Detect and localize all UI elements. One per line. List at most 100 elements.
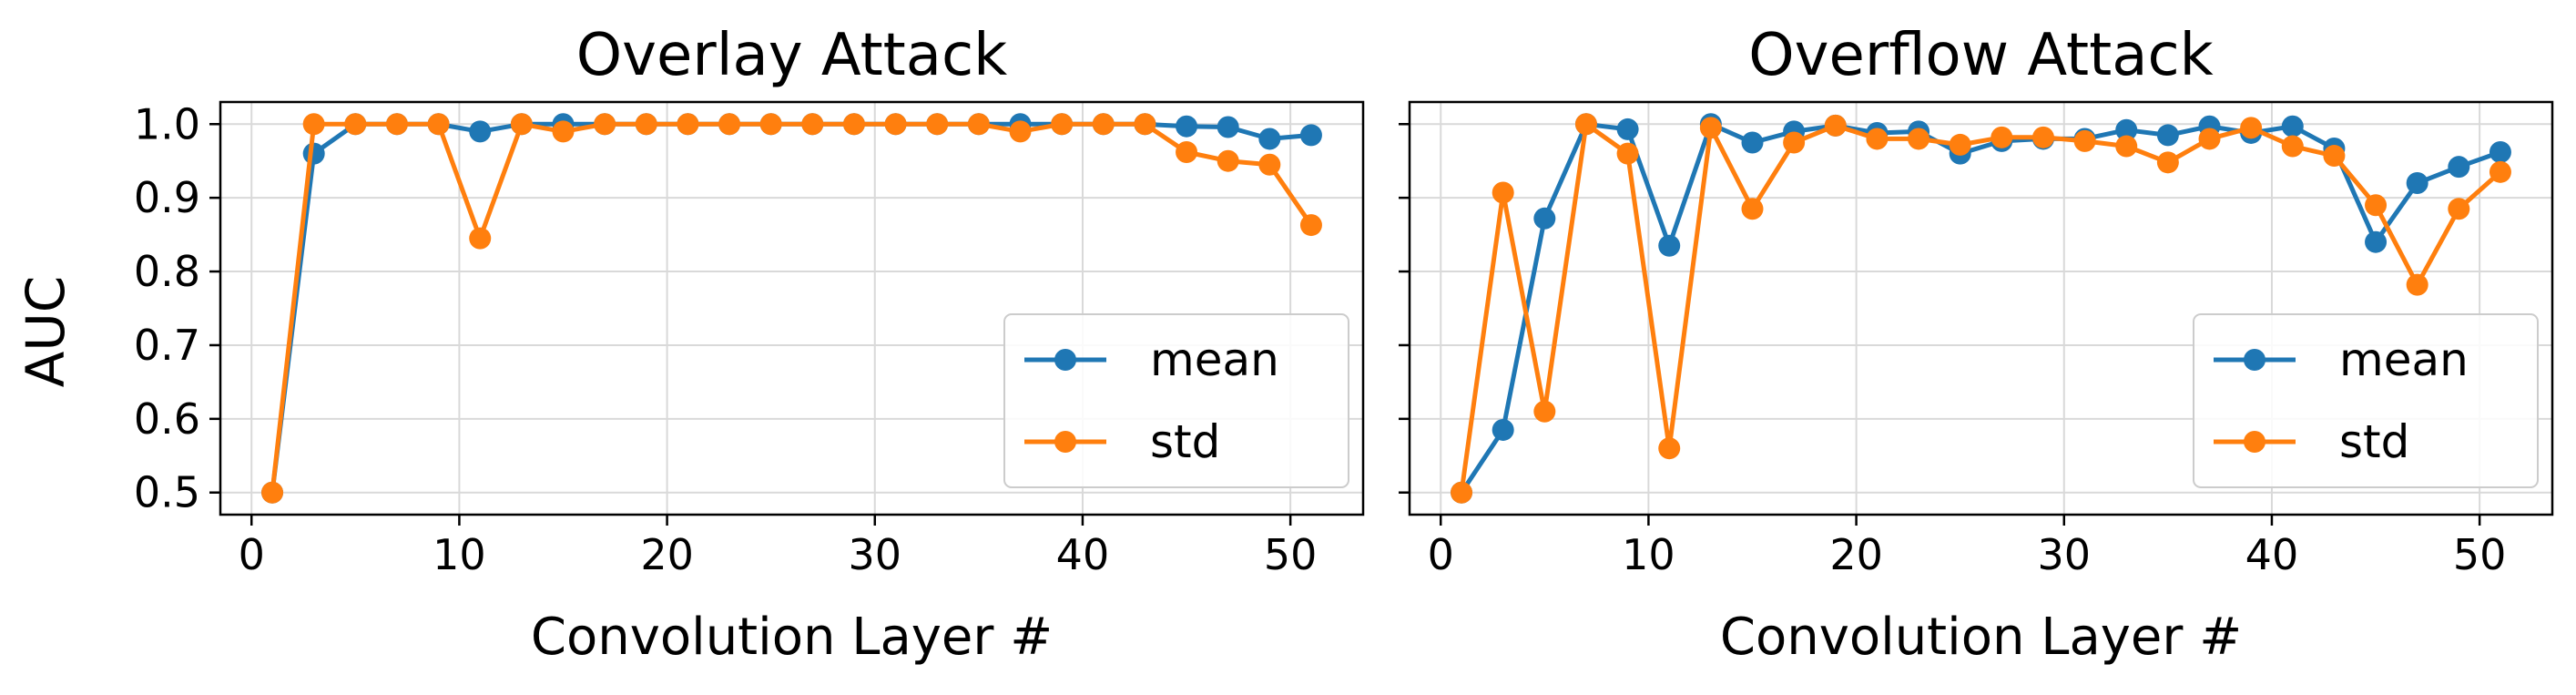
data-point-std: [469, 227, 492, 250]
chart-panel-1: 0 10 20 30 40 50 0.5 0.6 0.7 0.8 0.9 1.0 Overlay Att…: [134, 22, 1365, 667]
data-point-std: [1908, 128, 1930, 150]
chart-panel-2: 0 10 20 30 40 50 Overflow Attack Convolution La…: [1399, 22, 2554, 667]
data-point-std: [427, 113, 450, 136]
data-point-std: [2406, 273, 2428, 296]
data-point-std: [1824, 114, 1847, 137]
data-point-std: [1658, 437, 1681, 460]
data-point-mean: [1217, 116, 1239, 138]
data-point-mean: [2489, 141, 2511, 164]
x-tick-label: 50: [2453, 530, 2507, 579]
legend-label-std: std: [1150, 415, 1220, 468]
x-tick-label: 0: [1428, 530, 1454, 579]
data-point-std: [926, 113, 949, 136]
data-point-std: [1134, 113, 1156, 136]
data-point-mean: [469, 120, 492, 143]
data-point-std: [1258, 153, 1281, 176]
data-point-std: [1451, 481, 1473, 504]
y-tick-label: 1.0: [134, 99, 200, 148]
data-point-std: [967, 113, 990, 136]
data-point-std: [510, 113, 533, 136]
data-point-std: [1616, 142, 1639, 165]
data-point-std: [1217, 149, 1239, 172]
legend-marker-mean: [2244, 349, 2265, 371]
data-point-mean: [1616, 118, 1639, 140]
data-point-std: [2489, 160, 2511, 183]
data-point-std: [1866, 128, 1889, 150]
data-point-std: [1991, 126, 2013, 148]
data-point-std: [2323, 145, 2346, 168]
legend: mean std: [2193, 313, 2539, 488]
data-point-std: [1492, 181, 1514, 204]
data-point-mean: [1533, 207, 1556, 230]
data-point-std: [1741, 198, 1764, 220]
legend-label-mean: mean: [1150, 333, 1279, 386]
data-point-std: [2448, 198, 2470, 220]
data-point-std: [1533, 400, 1556, 423]
data-point-std: [801, 113, 824, 136]
y-tick-label: 0.7: [134, 321, 200, 370]
data-point-mean: [1658, 234, 1681, 257]
data-point-mean: [1299, 124, 1322, 147]
x-tick-label: 10: [1622, 530, 1675, 579]
data-point-std: [261, 481, 284, 504]
x-tick-label: 50: [1264, 530, 1318, 579]
data-point-std: [2281, 135, 2304, 158]
data-point-mean: [2115, 118, 2138, 141]
axes-frame: [219, 100, 1365, 516]
data-point-std: [2240, 117, 2263, 139]
data-point-mean: [1176, 115, 1198, 138]
data-point-std: [2073, 129, 2096, 152]
data-point-std: [2031, 126, 2054, 148]
data-point-std: [635, 113, 657, 136]
data-point-mean: [2365, 230, 2388, 253]
legend-label-mean: mean: [2339, 333, 2469, 386]
x-tick-label: 30: [2037, 530, 2091, 579]
data-point-std: [302, 113, 325, 136]
chart-title: Overflow Attack: [1748, 22, 2213, 89]
y-tick-label: 0.9: [134, 173, 200, 222]
data-point-std: [718, 113, 741, 136]
data-point-std: [759, 113, 782, 136]
axes-frame: [1408, 100, 2554, 516]
data-point-std: [1949, 133, 1971, 156]
data-point-std: [2365, 194, 2388, 217]
data-point-std: [1176, 141, 1198, 164]
data-point-std: [1009, 120, 1032, 143]
data-point-std: [842, 113, 865, 136]
data-point-std: [884, 113, 907, 136]
data-point-std: [1783, 131, 1806, 154]
chart-title: Overlay Attack: [576, 22, 1007, 89]
data-point-std: [2115, 135, 2138, 158]
x-tick-label: 0: [239, 530, 265, 579]
chart-panels: 0 10 20 30 40 50 0.5 0.6 0.7 0.8 0.9 1.0 Overlay Att…: [134, 22, 2554, 667]
x-tick-label: 20: [640, 530, 694, 579]
legend: mean std: [1003, 313, 1349, 488]
legend-marker-mean: [1054, 349, 1076, 371]
data-point-mean: [302, 142, 325, 165]
y-tick-label: 0.6: [134, 394, 200, 444]
x-axis-label: Convolution Layer #: [531, 608, 1053, 667]
x-tick-label: 20: [1829, 530, 1883, 579]
x-tick-label: 40: [2245, 530, 2299, 579]
x-tick-label: 40: [1056, 530, 1110, 579]
legend-marker-std: [1054, 431, 1076, 453]
data-point-mean: [1492, 418, 1514, 441]
data-point-std: [2156, 151, 2179, 174]
y-axis-label: AUC: [15, 276, 76, 388]
data-point-std: [1051, 113, 1074, 136]
data-point-mean: [2448, 156, 2470, 179]
y-tick-label: 0.8: [134, 247, 200, 296]
x-tick-label: 30: [848, 530, 901, 579]
data-point-mean: [2156, 124, 2179, 147]
legend-marker-std: [2244, 431, 2265, 453]
data-point-mean: [2406, 171, 2428, 194]
data-point-mean: [1258, 128, 1281, 150]
legend-label-std: std: [2339, 415, 2409, 468]
data-point-std: [2198, 128, 2221, 150]
data-point-std: [1092, 113, 1115, 136]
data-point-std: [344, 113, 367, 136]
data-point-std: [677, 113, 699, 136]
x-tick-label: 10: [433, 530, 486, 579]
data-point-std: [1574, 113, 1597, 136]
